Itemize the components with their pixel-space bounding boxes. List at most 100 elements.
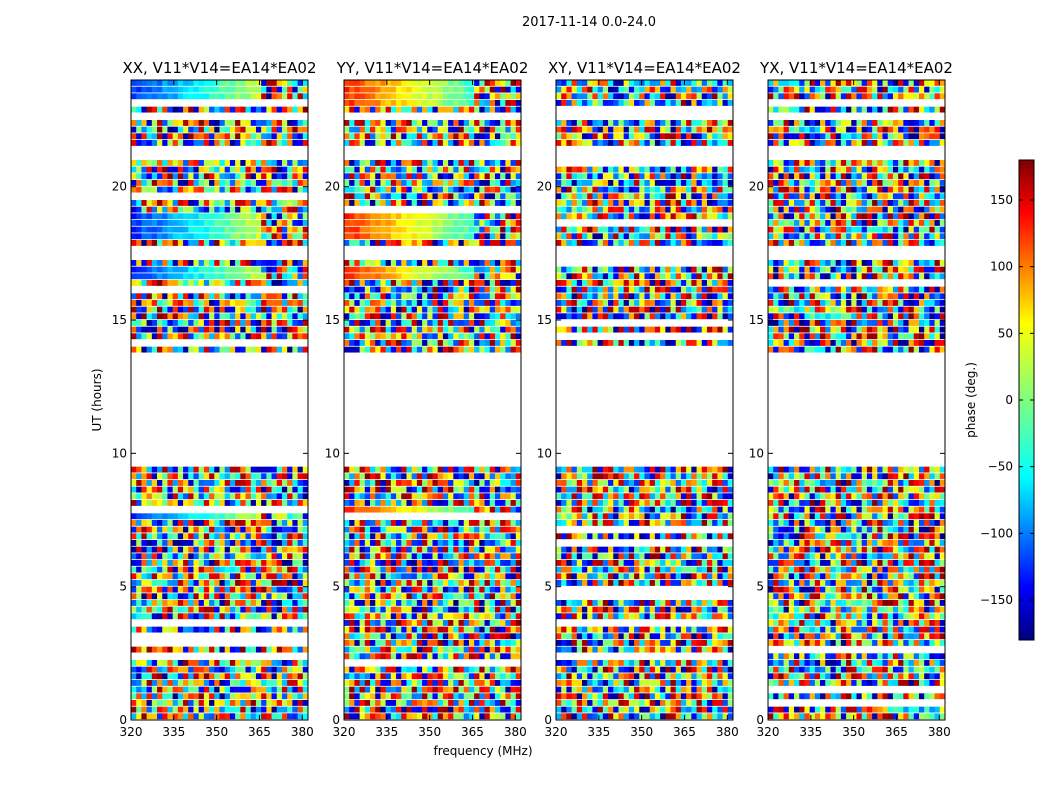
phase-cell xyxy=(359,533,366,540)
phase-cell xyxy=(255,613,262,620)
phase-cell xyxy=(281,80,288,86)
phase-cell xyxy=(458,80,465,86)
phase-cell xyxy=(448,133,454,140)
phase-cell xyxy=(344,133,350,140)
phase-cell xyxy=(146,500,153,506)
phase-cell xyxy=(183,260,189,266)
phase-cell xyxy=(364,526,371,533)
phase-cell xyxy=(422,633,428,640)
phase-cell xyxy=(489,133,496,140)
phase-cell xyxy=(245,520,252,526)
phase-cell xyxy=(375,680,381,686)
phase-cell xyxy=(302,280,309,286)
phase-cell xyxy=(484,526,491,533)
phase-cell xyxy=(665,660,671,666)
phase-cell xyxy=(235,213,241,220)
phase-cell xyxy=(370,560,376,566)
phase-cell xyxy=(219,606,226,613)
phase-cell xyxy=(235,673,241,680)
phase-cell xyxy=(224,160,231,166)
phase-cell xyxy=(422,233,428,240)
phase-cell xyxy=(172,693,179,700)
phase-cell xyxy=(193,700,200,706)
phase-cell xyxy=(266,226,272,233)
phase-cell xyxy=(396,533,402,540)
phase-cell xyxy=(229,520,236,526)
phase-cells xyxy=(344,80,522,720)
phase-cell xyxy=(422,486,428,493)
phase-cell xyxy=(344,560,350,566)
phase-cell xyxy=(453,293,459,300)
phase-cell xyxy=(468,626,475,633)
phase-cell xyxy=(556,700,562,706)
phase-cell xyxy=(281,573,288,580)
phase-cell xyxy=(297,713,304,720)
phase-cell xyxy=(479,173,485,180)
phase-cell xyxy=(214,306,220,313)
phase-cell xyxy=(281,293,288,300)
phase-cell xyxy=(229,673,236,680)
phase-cell xyxy=(146,313,153,320)
phase-cell xyxy=(380,506,387,513)
phase-cell xyxy=(229,160,236,166)
phase-cell xyxy=(209,186,215,193)
phase-cell xyxy=(458,133,465,140)
phase-cell xyxy=(271,573,278,580)
phase-cell xyxy=(162,573,168,580)
phase-cell xyxy=(396,466,402,473)
phase-cell xyxy=(437,126,444,133)
phase-cell xyxy=(214,160,220,166)
phase-cell xyxy=(281,320,288,326)
phase-cell xyxy=(701,693,708,700)
phase-cell xyxy=(494,546,501,553)
phase-cell xyxy=(198,700,205,706)
phase-cell xyxy=(151,226,158,233)
phase-cell xyxy=(203,686,210,693)
phase-cell xyxy=(505,286,511,293)
phase-cell xyxy=(474,340,480,346)
phase-cell xyxy=(437,173,444,180)
phase-cell xyxy=(183,313,189,320)
phase-cell xyxy=(453,473,459,480)
phase-cell xyxy=(510,573,517,580)
phase-cell xyxy=(172,273,179,280)
phase-cell xyxy=(354,566,361,573)
phase-cell xyxy=(255,513,262,520)
phase-cell xyxy=(245,160,252,166)
phase-cell xyxy=(370,213,376,220)
phase-cell xyxy=(505,306,511,313)
phase-cell xyxy=(515,700,522,706)
phase-cell xyxy=(411,480,418,486)
phase-cell xyxy=(167,606,174,613)
phase-cell xyxy=(380,693,387,700)
phase-cell xyxy=(484,266,491,273)
phase-cell xyxy=(727,673,734,680)
phase-cell xyxy=(489,273,496,280)
phase-cell xyxy=(157,493,163,500)
phase-cell xyxy=(582,700,588,706)
phase-cell xyxy=(484,166,491,173)
phase-cell xyxy=(193,86,200,93)
phase-cell xyxy=(494,340,501,346)
phase-cell xyxy=(380,326,387,333)
phase-cell xyxy=(727,680,734,686)
phase-cell xyxy=(261,126,267,133)
phase-cell xyxy=(198,126,205,133)
phase-cell xyxy=(489,713,496,720)
phase-cell xyxy=(401,626,407,633)
phase-cell xyxy=(250,706,257,713)
phase-cell xyxy=(131,480,137,486)
phase-cell xyxy=(406,666,413,673)
phase-cell xyxy=(556,673,562,680)
phase-cell xyxy=(634,660,640,666)
phase-cell xyxy=(468,320,475,326)
phase-cell xyxy=(157,300,163,306)
phase-cell xyxy=(136,646,142,653)
phase-cell xyxy=(245,206,252,213)
phase-cell xyxy=(437,633,444,640)
phase-cell xyxy=(146,520,153,526)
phase-cell xyxy=(281,540,288,546)
phase-cell xyxy=(453,180,459,186)
phase-cell xyxy=(432,500,439,506)
phase-cell xyxy=(287,280,293,286)
